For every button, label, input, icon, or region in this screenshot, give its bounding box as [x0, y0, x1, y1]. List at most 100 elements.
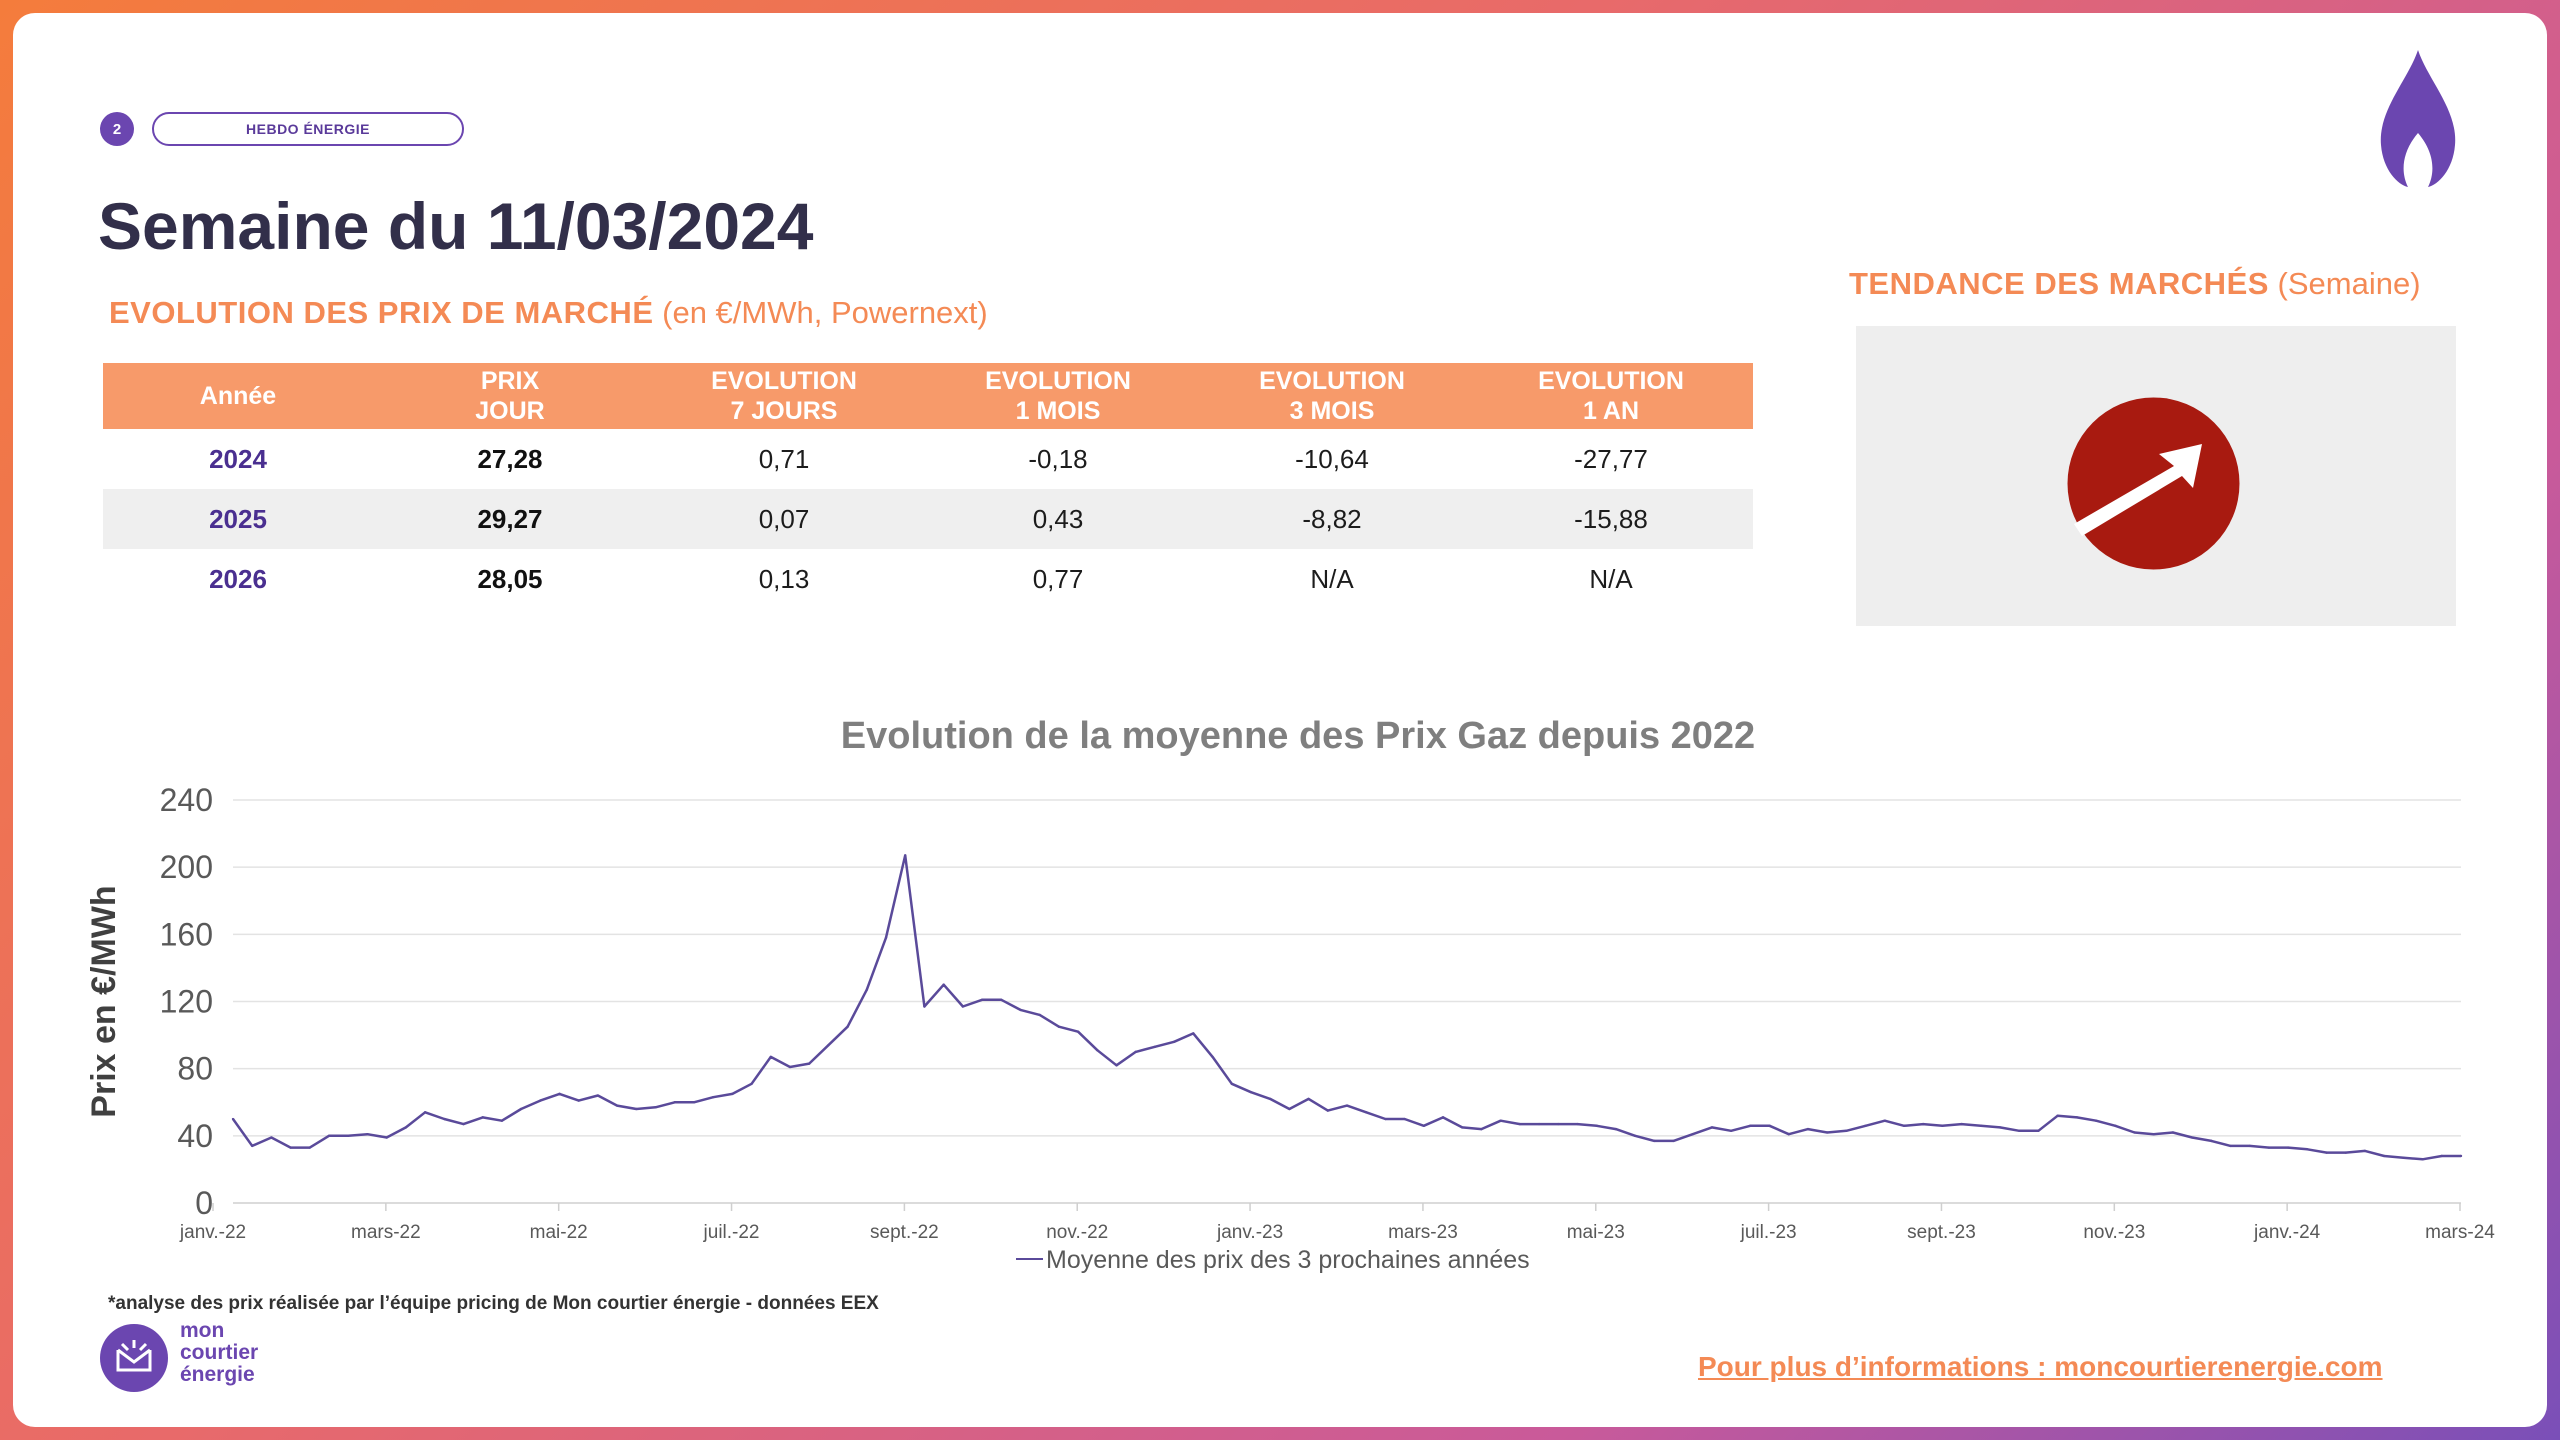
data-point: [366, 1132, 369, 1136]
data-point: [347, 1134, 350, 1138]
data-point: [289, 1146, 292, 1149]
data-point: [1038, 1013, 1041, 1017]
data-point: [711, 1096, 715, 1099]
data-point: [654, 1106, 657, 1109]
data-point: [1576, 1122, 1579, 1126]
data-point: [1288, 1107, 1291, 1111]
data-point: [404, 1126, 408, 1129]
data-point: [1979, 1124, 1983, 1127]
series-line: [231, 854, 2461, 1161]
data-point: [2421, 1158, 2424, 1161]
data-point: [1365, 1111, 1368, 1114]
newsletter-tag: HEBDO ÉNERGIE: [152, 112, 464, 146]
y-tick-labels: 0 40 80 120 160 200 240: [160, 782, 213, 1221]
data-point: [769, 1055, 772, 1059]
price-line-chart: Evolution de la moyenne des Prix Gaz dep…: [85, 715, 2495, 1274]
column-header-7-days: EVOLUTION 7 JOURS: [647, 363, 921, 429]
data-point: [1019, 1008, 1022, 1012]
data-point: [923, 1005, 926, 1008]
data-point: [904, 854, 907, 857]
cell-day-price: 28,05: [477, 563, 543, 594]
data-point: [251, 1144, 254, 1148]
arrow-up-right-icon: [2067, 397, 2240, 570]
data-point: [2286, 1146, 2290, 1149]
x-tick-label: juil.-23: [1740, 1222, 1797, 1243]
x-tick-label: janv.-23: [1216, 1222, 1283, 1243]
data-point: [1345, 1104, 1349, 1107]
cell-1-year: -27,77: [1574, 443, 1648, 474]
data-point: [635, 1107, 638, 1111]
cell-7-days: 0,71: [758, 443, 810, 474]
cell-day-price: 27,28: [477, 443, 543, 474]
data-point: [1537, 1122, 1541, 1126]
market-prices-table: Année PRIX JOUR EVOLUTION 7 JOURS EVOLUTIO…: [103, 363, 1753, 609]
data-point: [1614, 1127, 1618, 1131]
data-point: [1729, 1129, 1733, 1132]
data-point: [2382, 1154, 2386, 1158]
data-point: [1518, 1122, 1522, 1126]
y-tick-label: 200: [160, 849, 213, 885]
data-point: [615, 1104, 619, 1107]
data-point: [1057, 1025, 1061, 1028]
data-point: [462, 1122, 465, 1126]
data-point: [1672, 1139, 1675, 1143]
data-point: [1710, 1126, 1714, 1129]
data-point: [558, 1092, 561, 1096]
data-point: [2075, 1116, 2079, 1119]
data-point: [1998, 1126, 2002, 1129]
y-tick-label: 40: [177, 1118, 213, 1154]
data-point: [1691, 1132, 1694, 1136]
column-header-1-year: EVOLUTION 1 AN: [1469, 363, 1753, 429]
data-point: [2133, 1131, 2136, 1134]
cell-3-months: N/A: [1310, 563, 1354, 594]
footnote: *analyse des prix réalisée par l’équipe …: [108, 1293, 879, 1314]
data-point: [1192, 1032, 1195, 1035]
cell-1-year: N/A: [1589, 563, 1633, 594]
data-point: [1633, 1134, 1637, 1138]
table-header-row: Année PRIX JOUR EVOLUTION 7 JOURS EVOLUTIO…: [103, 363, 1753, 429]
data-point: [2267, 1146, 2271, 1149]
page-number-badge: 2: [100, 112, 134, 146]
x-tick-label: janv.-24: [2253, 1222, 2321, 1243]
data-point: [308, 1146, 312, 1149]
cell-7-days: 0,13: [758, 563, 810, 594]
market-prices-heading-text: EVOLUTION DES PRIX DE MARCHÉ: [109, 295, 654, 330]
data-point: [270, 1136, 273, 1139]
data-point: [231, 1117, 235, 1121]
trend-heading-sub: (Semaine): [2277, 266, 2421, 301]
cell-7-days: 0,07: [647, 489, 921, 549]
slide: 2 HEBDO ÉNERGIE Semaine du 11/03/2024 EV…: [13, 13, 2547, 1427]
market-prices-heading-unit: (en €/MWh, Powernext): [662, 295, 988, 330]
data-point: [1326, 1109, 1329, 1112]
table-row: 2024 27,28 0,71 -0,18 -10,64 -27,77: [103, 429, 1753, 489]
more-info-link[interactable]: Pour plus d’informations : moncourtieren…: [1698, 1351, 2383, 1382]
data-point: [942, 983, 945, 986]
data-point: [673, 1101, 676, 1104]
data-point: [1096, 1048, 1099, 1052]
data-point: [2094, 1119, 2098, 1122]
x-tick-label: mai-22: [530, 1222, 588, 1243]
data-point: [500, 1119, 504, 1122]
trend-heading: TENDANCE DES MARCHÉS (Semaine): [1849, 266, 2421, 302]
data-point: [961, 1005, 965, 1008]
y-tick-label: 120: [160, 984, 213, 1020]
data-point: [2229, 1144, 2232, 1148]
x-tick-label: juil.-22: [703, 1222, 760, 1243]
data-point: [2114, 1124, 2117, 1127]
data-point: [1960, 1122, 1963, 1126]
x-tick-label: nov.-23: [2083, 1222, 2145, 1243]
data-point: [1902, 1124, 1906, 1127]
y-tick-label: 240: [160, 782, 213, 818]
data-point: [1922, 1122, 1925, 1126]
y-tick-label: 160: [160, 916, 213, 952]
chart-series: [231, 854, 2463, 1161]
x-tick-label: janv.-22: [179, 1222, 246, 1243]
data-point: [2190, 1136, 2194, 1139]
data-point: [1825, 1131, 1829, 1134]
data-point: [385, 1136, 388, 1139]
data-point: [1403, 1117, 1406, 1121]
data-point: [1653, 1139, 1656, 1143]
data-point: [2210, 1139, 2213, 1143]
chart-title: Evolution de la moyenne des Prix Gaz dep…: [841, 715, 1755, 757]
x-tick-label: mars-24: [2425, 1222, 2495, 1243]
